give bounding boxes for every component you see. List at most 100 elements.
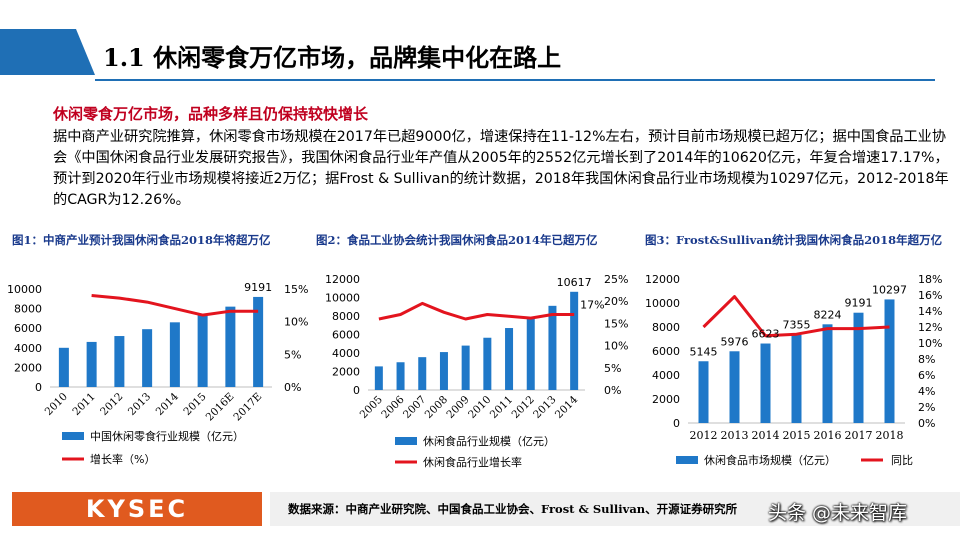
x-tick-label: 2012 — [98, 391, 125, 418]
bar — [505, 328, 514, 390]
y-tick-label: 6000 — [14, 322, 42, 335]
bar — [439, 352, 448, 390]
bar — [822, 324, 833, 423]
y2-tick-label: 14% — [918, 305, 942, 318]
bar — [396, 362, 405, 390]
y2-tick-label: 16% — [918, 289, 942, 302]
bar — [729, 351, 740, 423]
y2-tick-label: 5% — [604, 362, 621, 375]
y-tick-label: 4000 — [14, 342, 42, 355]
bar — [570, 291, 579, 390]
bar — [374, 366, 383, 390]
y2-tick-label: 10% — [284, 316, 308, 329]
y-tick-label: 12000 — [645, 273, 680, 286]
x-tick-label: 2017E — [231, 391, 264, 424]
chart-1-title: 图1：中商产业预计我国休闲食品2018年将超万亿 — [12, 233, 271, 247]
y-tick-label: 8000 — [14, 303, 42, 316]
y2-tick-label: 25% — [604, 273, 628, 286]
legend-label: 休闲食品行业规模（亿元） — [423, 434, 555, 448]
bar — [526, 317, 535, 390]
y-tick-label: 6000 — [652, 345, 680, 358]
data-label: 5145 — [690, 345, 718, 358]
y2-tick-label: 0% — [284, 381, 301, 394]
legend-label: 增长率（%） — [90, 452, 155, 466]
x-tick-label: 2014 — [553, 393, 581, 421]
x-tick-label: 2015 — [783, 429, 811, 442]
x-tick-label: 2014 — [154, 390, 182, 418]
y-tick-label: 2000 — [652, 393, 680, 406]
y2-tick-label: 15% — [284, 283, 308, 296]
title-underline — [95, 79, 935, 81]
legend-swatch-bar — [395, 437, 417, 445]
data-label: 10297 — [872, 283, 907, 296]
page-title: 1.1 休闲零食万亿市场，品牌集中化在路上 — [103, 43, 562, 72]
y2-tick-label: 4% — [918, 385, 935, 398]
x-tick-label: 2013 — [126, 391, 153, 418]
y-tick-label: 0 — [353, 384, 360, 397]
y-tick-label: 2000 — [332, 366, 360, 379]
section-subtitle: 休闲零食万亿市场，品种多样且仍保持较快增长 — [53, 105, 369, 123]
x-tick-label: 2011 — [70, 391, 97, 418]
y2-tick-label: 12% — [918, 321, 942, 334]
y2-tick-label: 15% — [604, 317, 628, 330]
y2-tick-label: 18% — [918, 273, 942, 286]
chart-3-title: 图3：Frost&Sullivan统计我国休闲食品2018年超万亿 — [645, 233, 943, 247]
y-tick-label: 8000 — [652, 321, 680, 334]
x-tick-label: 2016E — [204, 391, 237, 424]
legend-label: 同比 — [891, 454, 913, 467]
logo-text: KYSEC — [85, 495, 189, 523]
x-tick-label: 2018 — [876, 429, 904, 442]
bar — [142, 329, 153, 387]
y-tick-label: 4000 — [332, 347, 360, 360]
bar — [884, 299, 895, 423]
x-tick-label: 2012 — [509, 394, 536, 421]
y2-tick-label: 8% — [918, 353, 935, 366]
x-tick-label: 2008 — [423, 394, 450, 421]
y-tick-label: 12000 — [325, 273, 360, 286]
x-tick-label: 2011 — [488, 394, 515, 421]
data-label: 5976 — [721, 335, 749, 348]
x-tick-label: 2012 — [690, 429, 718, 442]
y2-tick-label: 0% — [604, 384, 621, 397]
y-tick-label: 10000 — [325, 292, 360, 305]
kysec-logo: KYSEC — [12, 492, 262, 526]
bar — [791, 334, 802, 423]
y2-tick-label: 10% — [918, 337, 942, 350]
bar — [698, 361, 709, 423]
legend-label: 中国休闲零食行业规模（亿元） — [90, 429, 244, 443]
y-tick-label: 4000 — [652, 369, 680, 382]
growth-line — [91, 294, 259, 317]
line-annotation: 17% — [580, 299, 604, 312]
y-tick-label: 0 — [35, 381, 42, 394]
bar — [548, 305, 557, 390]
y-tick-label: 8000 — [332, 310, 360, 323]
chart-2: 0 2000 4000 6000 8000 10000 12000 0% 5% 10% 15% 20%… — [325, 273, 628, 469]
data-label: 6623 — [752, 328, 780, 341]
growth-line — [378, 301, 575, 321]
y2-tick-label: 10% — [604, 340, 628, 353]
bar — [225, 306, 236, 387]
bar — [114, 336, 125, 387]
chart-3: 0 2000 4000 6000 8000 10000 12000 0% 2% 4% 6% 8% 10%… — [645, 273, 942, 467]
bar — [169, 322, 180, 387]
y-tick-label: 2000 — [14, 361, 42, 374]
legend-swatch-bar — [62, 432, 84, 440]
bar — [253, 296, 264, 387]
x-tick-label: 2007 — [401, 394, 428, 421]
y-tick-label: 0 — [673, 417, 680, 430]
legend-label: 休闲食品市场规模（亿元） — [704, 453, 836, 467]
x-tick-label: 2014 — [752, 429, 780, 442]
bar — [197, 314, 208, 387]
y2-tick-label: 6% — [918, 369, 935, 382]
x-tick-label: 2009 — [444, 394, 471, 421]
legend-swatch-bar — [676, 456, 698, 464]
x-tick-label: 2013 — [531, 394, 558, 421]
y2-tick-label: 20% — [604, 295, 628, 308]
x-tick-label: 2006 — [379, 393, 407, 421]
bar — [853, 312, 864, 423]
x-tick-label: 2010 — [466, 394, 493, 421]
data-label: 10617 — [557, 276, 592, 289]
x-tick-label: 2017 — [845, 429, 873, 442]
watermark: 头条 @未来智库 — [768, 502, 908, 524]
data-label: 7355 — [783, 319, 811, 332]
